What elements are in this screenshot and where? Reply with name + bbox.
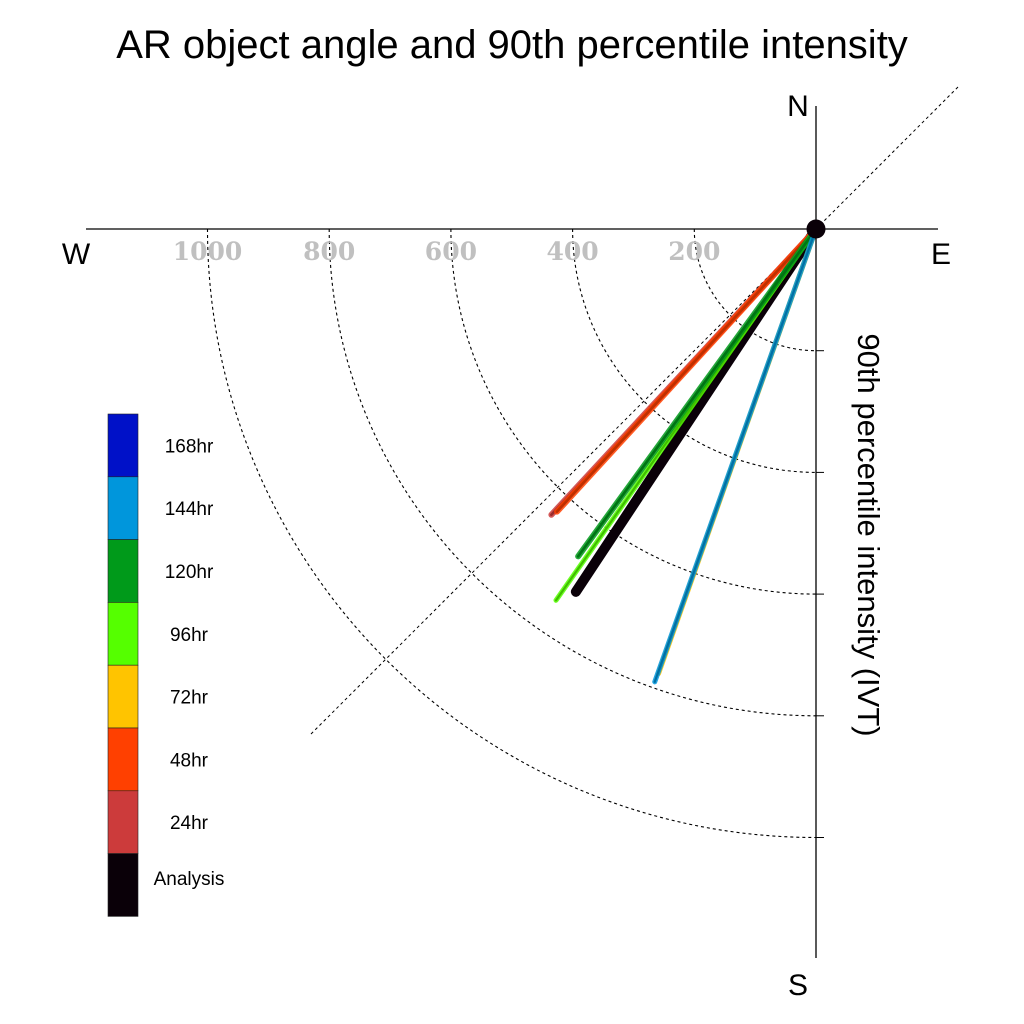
legend-label-96hr: 96hr (170, 625, 209, 646)
radial-tick-600: 600 (425, 237, 477, 266)
west-label: W (62, 238, 91, 271)
radial-tick-labels: 200 400 600 800 1000 (173, 237, 721, 266)
legend-swatch-72hr (107, 664, 139, 729)
legend-swatch-48hr (107, 727, 139, 792)
vector-144hr (652, 226, 819, 685)
range-ring-1000 (206, 228, 817, 839)
diagonal-gridline (309, 86, 959, 736)
range-ring-200 (693, 228, 817, 352)
legend-label-48hr: 48hr (170, 750, 209, 771)
polar-grid (206, 86, 959, 839)
range-ring-800 (328, 228, 817, 717)
legend-swatch-120hr (107, 539, 139, 603)
legend-label-144hr: 144hr (165, 499, 214, 520)
radial-tick-400: 400 (547, 237, 599, 266)
south-label: S (788, 969, 808, 1002)
legend-label-168hr: 168hr (165, 436, 214, 457)
vector-48hr (554, 226, 819, 515)
compass-axes (86, 106, 938, 958)
legend-label-analysis: Analysis (154, 869, 225, 890)
legend-swatch-168hr (107, 413, 139, 478)
legend-swatch-96hr (107, 602, 139, 666)
origin-marker (806, 219, 826, 239)
y-axis-label: 90th percentile intensity (IVT) (851, 333, 886, 736)
radial-tick-1000: 1000 (173, 237, 243, 266)
vector-144hr-core (653, 227, 818, 683)
legend-label-24hr: 24hr (170, 813, 209, 834)
radial-tick-800: 800 (303, 237, 355, 266)
range-ring-400 (572, 228, 817, 473)
range-ring-600 (450, 228, 817, 595)
legend-swatch-144hr (107, 476, 139, 540)
north-label: N (787, 90, 809, 123)
vector-120hr (575, 226, 819, 560)
vector-48hr-core (555, 227, 818, 513)
legend-swatch-analysis (107, 853, 139, 917)
vector-120hr-core (576, 227, 818, 558)
series-vectors (548, 224, 821, 685)
legend-label-72hr: 72hr (170, 688, 209, 709)
legend: 168hr 144hr 120hr 96hr 72hr 48hr 24hr Analysis (107, 413, 225, 917)
east-label: E (931, 238, 951, 271)
chart-title: AR object angle and 90th percentile inte… (116, 23, 908, 67)
legend-swatch-24hr (107, 790, 139, 854)
legend-label-120hr: 120hr (165, 562, 214, 583)
radial-tick-200: 200 (668, 237, 720, 266)
